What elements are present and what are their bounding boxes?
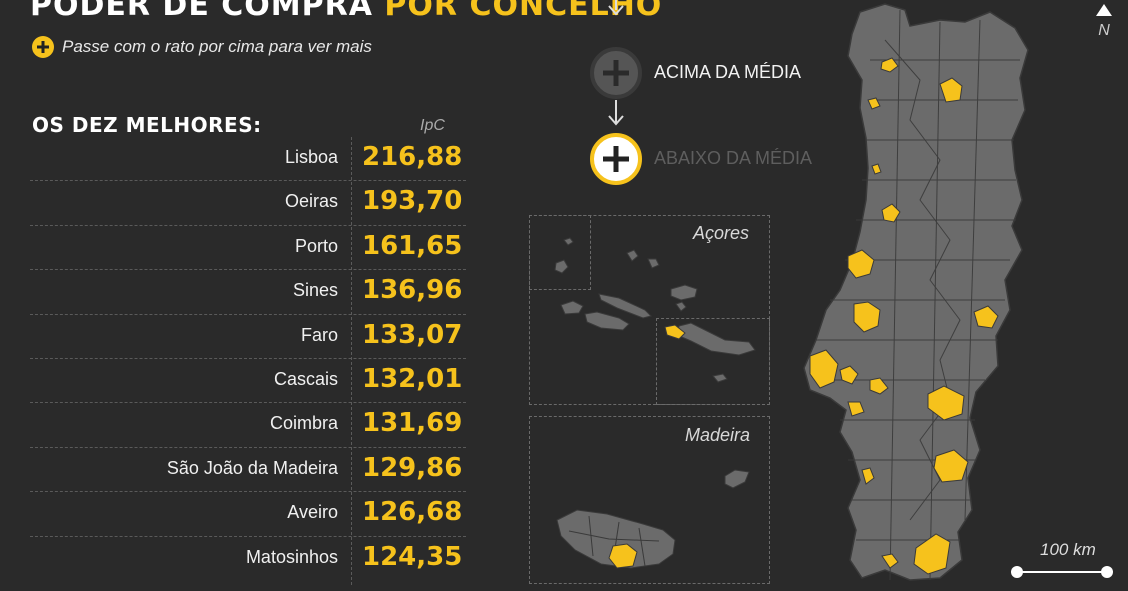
ipc-value: 161,65 [362, 230, 463, 261]
legend-above-label: ACIMA DA MÉDIA [654, 62, 802, 82]
arrow-down-icon [608, 115, 624, 126]
municipality-name: Lisboa [284, 147, 338, 167]
municipality-highlight [927, 385, 965, 421]
municipality-highlight [847, 401, 865, 417]
hover-hint: Passe com o rato por cima para ver mais [32, 36, 372, 58]
madeira-map[interactable] [529, 416, 770, 584]
arrow-down-icon [608, 5, 624, 16]
table-row[interactable]: Aveiro 126,68 [30, 492, 466, 537]
municipality-highlight [881, 203, 901, 223]
faro-region [913, 533, 951, 575]
plus-icon [32, 36, 54, 58]
ipc-value: 216,88 [362, 142, 463, 172]
ranking-heading: OS DEZ MELHORES: [32, 113, 262, 137]
azores-east-group-box [656, 318, 770, 405]
hint-text: Passe com o rato por cima para ver mais [62, 37, 372, 56]
table-row[interactable]: Lisboa 216,88 [30, 137, 466, 182]
municipality-highlight [869, 377, 889, 395]
ipc-value: 126,68 [362, 497, 463, 528]
title-main: PODER DE COMPRA [30, 0, 373, 23]
table-row[interactable]: Matosinhos 124,35 [30, 537, 466, 581]
municipality-name: Matosinhos [245, 546, 338, 567]
madeira-inset [529, 416, 770, 584]
ipc-value: 124,35 [362, 541, 463, 572]
municipality-name: Sines [292, 280, 338, 301]
ipc-value: 129,86 [362, 452, 463, 483]
ipc-value: 131,69 [362, 408, 463, 439]
municipality-name: Coimbra [269, 413, 338, 434]
municipality-name: Cascais [273, 368, 338, 389]
table-row[interactable]: Faro 133,07 [30, 315, 466, 359]
ipc-value: 136,96 [362, 275, 463, 306]
municipality-name: Oeiras [284, 191, 338, 212]
ipc-value: 133,07 [362, 319, 463, 350]
municipality-highlight [973, 305, 999, 329]
municipality-highlight [939, 77, 963, 103]
ponta-delgada-region [664, 324, 686, 340]
ipc-value: 132,01 [362, 363, 463, 394]
table-row[interactable]: Cascais 132,01 [30, 359, 466, 404]
legend-below-label: ABAIXO DA MÉDIA [654, 148, 813, 168]
municipality-highlight [880, 57, 899, 73]
legend-connector [615, 100, 617, 124]
porto-region [867, 97, 881, 110]
municipality-highlight [881, 553, 899, 569]
scale-bar [1011, 566, 1113, 578]
azores-label: Açores [693, 223, 750, 243]
portugal-map[interactable] [790, 0, 1050, 591]
funchal-region [608, 543, 638, 569]
municipality-highlight [933, 449, 969, 483]
table-row[interactable]: Porto 161,65 [30, 226, 466, 271]
coimbra-region [853, 301, 881, 333]
table-row[interactable]: São João da Madeira 129,86 [30, 448, 466, 493]
municipality-name: Faro [300, 324, 338, 345]
table-row[interactable]: Coimbra 131,69 [30, 403, 466, 448]
toggle-below-button[interactable] [589, 132, 643, 186]
north-indicator: N [1094, 2, 1114, 40]
north-arrow-icon [1096, 4, 1112, 16]
municipality-name: São João da Madeira [166, 457, 338, 478]
azores-map[interactable] [529, 215, 770, 405]
ipc-value: 193,70 [362, 186, 463, 217]
unit-label: IpC [420, 117, 445, 134]
azores-west-group-box [529, 215, 591, 290]
aveiro-region [847, 249, 875, 279]
page-title: PODER DE COMPRA POR CONCELHO [30, 0, 662, 24]
madeira-label: Madeira [685, 425, 751, 445]
municipality-name: Porto [294, 235, 338, 256]
title-highlight: POR CONCELHO [384, 0, 663, 23]
municipality-highlight [871, 163, 882, 175]
scale-label: 100 km [1040, 540, 1096, 559]
toggle-above-button[interactable] [589, 46, 643, 100]
ranking-table: Lisboa 216,88 Oeiras 193,70 Porto 161,65 Si… [30, 137, 466, 581]
municipality-highlight [839, 365, 859, 385]
sines-region [861, 467, 875, 485]
municipality-name: Aveiro [287, 502, 338, 523]
table-row[interactable]: Sines 136,96 [30, 270, 466, 315]
lisboa-region [809, 349, 839, 389]
north-label: N [1098, 22, 1110, 39]
table-divider [351, 137, 352, 585]
table-row[interactable]: Oeiras 193,70 [30, 181, 466, 226]
azores-inset [529, 215, 770, 405]
legend-connector [615, 0, 617, 10]
